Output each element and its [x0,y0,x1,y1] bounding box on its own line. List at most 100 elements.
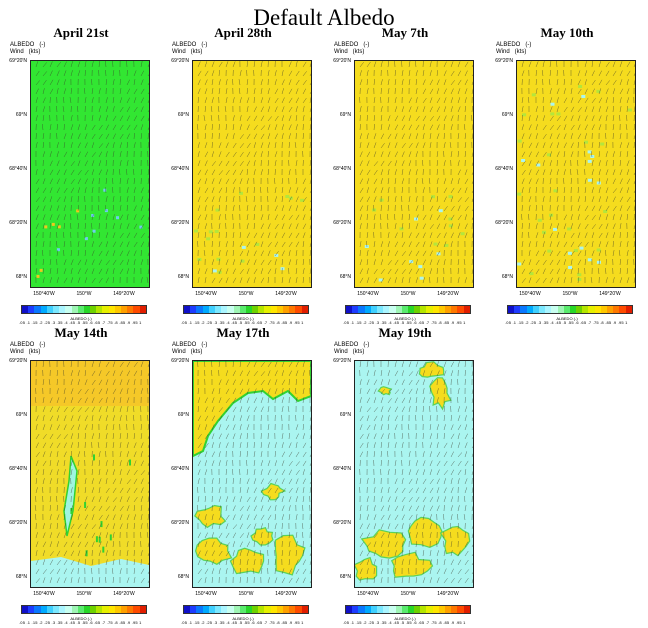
latitude-tick-label: 68°40'N [495,166,513,172]
colorbar-swatch [221,306,228,313]
albedo-map [354,360,474,588]
latitude-tick-label: 68°20'N [9,220,27,226]
map-panel: May 7th ALBEDO (-) Wind (kts) 69°20'N 69°N 68… [324,25,486,328]
latitude-tick-label: 68°40'N [333,166,351,172]
colorbar-swatch [508,306,515,313]
latitude-tick-label: 69°20'N [171,58,189,64]
longitude-tick-label: 150°W [400,591,416,597]
colorbar-title: ALBEDO (-) [232,616,254,621]
colorbar-swatch [395,306,402,313]
colorbar-swatch [121,606,128,613]
colorbar-swatch [127,606,134,613]
longitude-tick-label: 149°20'W [113,591,135,597]
latitude-tick-label: 69°20'N [9,58,27,64]
colorbar-tick-labels: .05 .1 .15 .2 .25 .3 .35 .4 .45 .5 .55 .… [343,620,466,625]
colorbar-swatch [463,606,470,613]
variable-label: ALBEDO (-) [172,342,208,348]
latitude-tick-label: 68°N [177,574,189,580]
longitude-tick-label: 149°20'W [275,291,297,297]
panel-variable-labels: ALBEDO (-) Wind (kts) [10,42,45,56]
colorbar-swatch [520,306,527,313]
colorbar-swatch [270,306,277,313]
albedo-colorbar [345,605,471,614]
panel-variable-labels: ALBEDO (-) Wind (kts) [334,342,369,356]
variable-label: ALBEDO (-) [496,42,532,48]
colorbar-swatch [420,306,427,313]
albedo-field [355,361,473,587]
colorbar-swatch [233,306,240,313]
colorbar-swatch [588,306,595,313]
panel-title: April 28th [214,25,272,40]
longitude-tick-label: 150°40'W [195,591,217,597]
colorbar-swatch [184,606,191,613]
colorbar-swatch [383,306,390,313]
colorbar-swatch [445,306,452,313]
colorbar-swatch [463,306,470,313]
longitude-tick-label: 150°40'W [357,591,379,597]
latitude-tick-label: 68°40'N [9,166,27,172]
colorbar-swatch [613,306,620,313]
panel-title: May 14th [54,325,108,340]
latitude-tick-label: 69°N [15,112,27,118]
colorbar-swatch [407,306,415,313]
colorbar-swatch [196,306,203,313]
wind-label: Wind (kts) [496,49,527,55]
colorbar-swatch [301,606,308,613]
colorbar-swatch [389,606,396,613]
wind-label: Wind (kts) [172,349,203,355]
latitude-tick-label: 68°N [339,574,351,580]
albedo-colorbar [345,305,471,314]
colorbar-swatch [383,606,390,613]
colorbar-swatch [401,606,408,613]
colorbar-swatch [59,306,66,313]
colorbar-tick-labels: .05 .1 .15 .2 .25 .3 .35 .4 .45 .5 .55 .… [505,320,628,325]
colorbar-swatch [358,306,365,313]
colorbar-swatch [283,606,290,613]
variable-label: ALBEDO (-) [10,42,46,48]
colorbar-swatch [227,306,234,313]
wind-label: Wind (kts) [10,349,41,355]
latitude-tick-label: 68°20'N [495,220,513,226]
colorbar-swatch [96,606,103,613]
latitude-tick-label: 69°20'N [333,358,351,364]
colorbar-swatch [227,606,234,613]
colorbar-swatch [245,606,253,613]
colorbar-swatch [352,606,359,613]
colorbar-swatch [557,306,564,313]
latitude-tick-label: 68°20'N [171,220,189,226]
colorbar-swatch [451,606,458,613]
colorbar-swatch [276,306,283,313]
colorbar-title: ALBEDO (-) [70,316,92,321]
colorbar-swatch [407,606,415,613]
colorbar-swatch [438,306,445,313]
panel-title: May 17th [216,325,270,340]
colorbar-swatch [370,306,377,313]
colorbar-swatch [190,306,197,313]
colorbar-swatch [90,606,97,613]
colorbar-swatch [114,606,121,613]
albedo-map [516,60,636,288]
albedo-map [354,60,474,288]
colorbar-swatch [526,306,533,313]
colorbar-swatch [451,306,458,313]
longitude-tick-label: 149°20'W [599,291,621,297]
colorbar-swatch [364,606,371,613]
latitude-tick-label: 68°40'N [9,466,27,472]
colorbar-swatch [352,306,359,313]
colorbar-tick-labels: .05 .1 .15 .2 .25 .3 .35 .4 .45 .5 .55 .… [19,620,142,625]
longitude-tick-label: 150°W [562,291,578,297]
colorbar-swatch [283,306,290,313]
colorbar-swatch [414,306,421,313]
latitude-tick-label: 68°N [339,274,351,280]
colorbar-swatch [295,606,302,613]
colorbar-swatch [457,306,464,313]
colorbar-swatch [28,606,35,613]
albedo-colorbar [21,305,147,314]
latitude-tick-label: 68°40'N [171,166,189,172]
latitude-tick-label: 69°N [501,112,513,118]
albedo-field [193,61,311,287]
longitude-tick-label: 149°20'W [437,291,459,297]
latitude-tick-label: 69°20'N [9,358,27,364]
wind-label: Wind (kts) [334,349,365,355]
colorbar-swatch [346,606,353,613]
